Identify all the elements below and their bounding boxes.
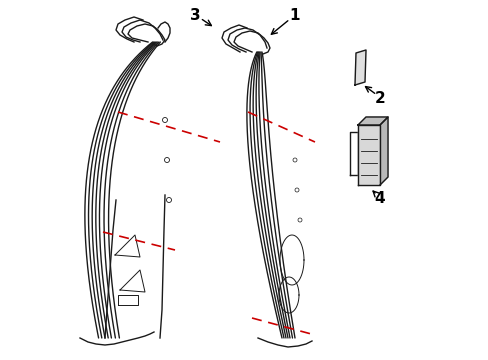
- Text: 2: 2: [374, 90, 385, 105]
- Polygon shape: [354, 50, 365, 85]
- Polygon shape: [379, 117, 387, 185]
- Text: 1: 1: [289, 8, 300, 23]
- Polygon shape: [357, 125, 379, 185]
- Text: 3: 3: [189, 8, 200, 23]
- Polygon shape: [357, 117, 387, 125]
- Text: 4: 4: [374, 190, 385, 206]
